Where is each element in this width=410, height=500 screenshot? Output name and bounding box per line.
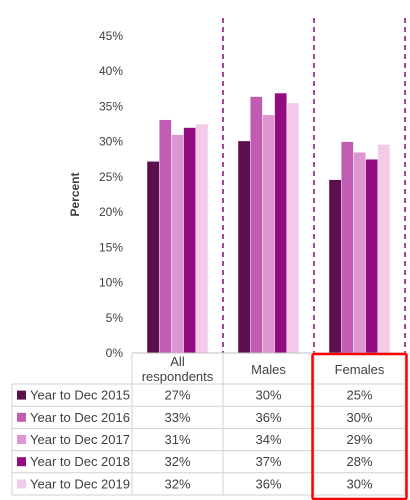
data-label: 29% (346, 432, 372, 447)
data-label: 30% (346, 476, 372, 491)
bar (341, 141, 354, 354)
bar (195, 123, 209, 354)
bar (365, 159, 379, 354)
y-tick-label: 10% (99, 276, 123, 290)
legend-swatch (17, 479, 26, 489)
category-label-line: respondents (142, 369, 214, 384)
bar (237, 140, 251, 354)
bar (158, 119, 172, 354)
bar (171, 134, 184, 354)
y-tick-label: 35% (99, 99, 123, 113)
legend-swatch (17, 412, 26, 422)
category-label: Females (335, 362, 385, 377)
legend-label: Year to Dec 2017 (30, 432, 130, 447)
data-label: 36% (255, 410, 281, 425)
legend-label: Year to Dec 2019 (30, 476, 130, 491)
data-label: 31% (164, 432, 190, 447)
y-tick-label: 45% (99, 29, 123, 43)
legend-label: Year to Dec 2015 (30, 388, 130, 403)
category-label: Males (251, 362, 286, 377)
bar (249, 96, 263, 354)
y-tick-label: 0% (106, 346, 124, 360)
data-label: 32% (164, 476, 190, 491)
legend-swatch (17, 390, 26, 400)
data-label: 37% (255, 454, 281, 469)
y-axis-title: Percent (68, 172, 82, 216)
bar (286, 102, 300, 354)
bar (353, 152, 366, 354)
y-tick-label: 30% (99, 135, 123, 149)
highlight-box (311, 352, 408, 500)
y-tick-label: 15% (99, 240, 123, 254)
category-label-line: All (170, 354, 185, 369)
legend-swatch (17, 435, 26, 444)
data-label: 32% (164, 454, 190, 469)
y-tick-label: 5% (106, 311, 124, 325)
data-label: 36% (255, 476, 281, 491)
bar (328, 179, 342, 354)
data-label: 30% (255, 388, 281, 403)
legend-label: Year to Dec 2016 (30, 410, 130, 425)
bar (183, 127, 197, 354)
data-label: 34% (255, 432, 281, 447)
bar (377, 144, 391, 354)
data-label: 33% (164, 410, 190, 425)
bar (274, 92, 288, 354)
data-label: 30% (346, 410, 372, 425)
y-tick-label: 40% (99, 64, 123, 78)
data-label: 28% (346, 454, 372, 469)
y-tick-label: 25% (99, 170, 123, 184)
bar (146, 161, 160, 354)
y-tick-label: 20% (99, 205, 123, 219)
data-label: 27% (164, 388, 190, 403)
legend-label: Year to Dec 2018 (30, 454, 130, 469)
bar (262, 114, 275, 354)
data-label: 25% (346, 388, 372, 403)
legend-swatch (17, 457, 26, 467)
